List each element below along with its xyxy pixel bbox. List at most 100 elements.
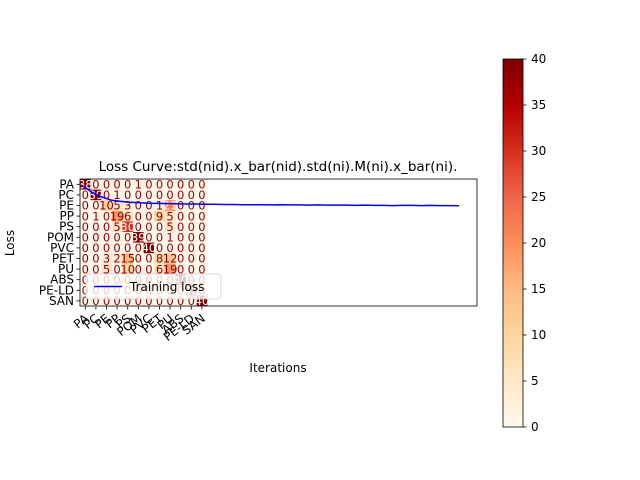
heatmap-cell-value: 1 <box>166 231 173 245</box>
heatmap-cell <box>122 210 134 222</box>
colorbar-tick-label: 40 <box>531 52 546 66</box>
heatmap-cell <box>143 263 155 275</box>
heatmap-cell-value: 0 <box>135 188 142 202</box>
heatmap-cell <box>111 253 123 265</box>
heatmap-cell-value: 0 <box>113 241 120 255</box>
axes-frame <box>79 178 478 307</box>
heatmap-cell <box>196 263 208 275</box>
heatmap-cell <box>101 200 113 212</box>
heatmap-cell <box>101 221 113 233</box>
heatmap-cell <box>101 253 113 265</box>
heatmap-cell-value: 30 <box>120 220 135 234</box>
heatmap-cell <box>143 242 155 254</box>
heatmap-cell-value: 0 <box>188 209 195 223</box>
heatmap-cell <box>101 263 113 275</box>
heatmap-cell <box>175 232 187 243</box>
heatmap-cell <box>164 295 176 306</box>
heatmap-cell-value: 0 <box>198 188 205 202</box>
heatmap-cell-value: 0 <box>156 188 163 202</box>
heatmap-cell <box>186 179 197 190</box>
heatmap-cell-value: 19 <box>163 262 178 276</box>
heatmap-cell-value: 0 <box>82 252 89 266</box>
heatmap-cell <box>90 263 102 275</box>
heatmap-cell <box>90 253 102 265</box>
heatmap-cell <box>143 232 155 243</box>
heatmap-cell-value: 0 <box>198 241 205 255</box>
heatmap-cell-value: 0 <box>124 294 131 308</box>
heatmap-cell-value: 0 <box>177 231 184 245</box>
heatmap-cell-value: 5 <box>166 209 173 223</box>
heatmap-cell <box>122 179 134 190</box>
heatmap-cell-value: 0 <box>156 220 163 234</box>
heatmap-cell <box>186 210 197 222</box>
heatmap-cell <box>111 189 123 201</box>
heatmap-cell-value: 0 <box>145 220 152 234</box>
heatmap-cell-value: 0 <box>135 252 142 266</box>
y-tick-label: ABS <box>50 273 74 287</box>
heatmap-cell-value: 0 <box>82 284 89 298</box>
heatmap-cell-value: 0 <box>113 294 120 308</box>
heatmap-cell-value: 0 <box>92 294 99 308</box>
heatmap-cell-value: 0 <box>124 188 131 202</box>
heatmap-cell <box>133 189 144 201</box>
heatmap-cell-value: 0 <box>135 199 142 213</box>
heatmap-cell <box>175 295 187 306</box>
heatmap-cell <box>122 263 134 275</box>
heatmap-cell <box>80 179 91 190</box>
heatmap-cell <box>164 210 176 222</box>
heatmap-cell <box>80 200 91 212</box>
heatmap-cell-value: 0 <box>82 188 89 202</box>
heatmap-cell <box>90 242 102 254</box>
training-loss-line <box>82 185 460 207</box>
colorbar <box>502 58 524 428</box>
heatmap-cell <box>122 189 134 201</box>
heatmap-cell <box>186 242 197 254</box>
legend: Training loss <box>85 273 222 300</box>
heatmap-cell-value: 0 <box>145 209 152 223</box>
heatmap-cell <box>175 263 187 275</box>
y-tick-label: PE <box>59 199 74 213</box>
y-tick-label: PET <box>52 252 75 266</box>
heatmap-cell-value: 0 <box>166 241 173 255</box>
heatmap-cell-value: 0 <box>145 231 152 245</box>
heatmap-cell-value: 0 <box>188 188 195 202</box>
heatmap-cell-value: 0 <box>103 178 110 192</box>
heatmap-cell <box>90 179 102 190</box>
heatmap-cell <box>122 200 134 212</box>
heatmap-cell-value: 0 <box>113 231 120 245</box>
heatmap-cell-value: 8 <box>156 252 163 266</box>
heatmap-cell-value: 0 <box>145 199 152 213</box>
heatmap-cell-value: 0 <box>135 294 142 308</box>
heatmap-cell <box>101 232 113 243</box>
x-axis-label: Iterations <box>249 361 306 375</box>
heatmap-cell-value: 0 <box>145 294 152 308</box>
heatmap-cell-value: 0 <box>198 231 205 245</box>
heatmap-cell-value: 0 <box>82 231 89 245</box>
heatmap-cell <box>154 263 166 275</box>
heatmap-cell-value: 9 <box>156 209 163 223</box>
heatmap-cell-value: 1 <box>156 199 163 213</box>
heatmap-cell <box>154 232 166 243</box>
heatmap-cell-value: 0 <box>198 209 205 223</box>
heatmap-cell-value: 0 <box>113 178 120 192</box>
heatmap-cell <box>111 263 123 275</box>
heatmap-cell <box>122 295 134 306</box>
heatmap-cell <box>175 242 187 254</box>
heatmap-cell <box>186 200 197 212</box>
heatmap-cell-value: 0 <box>156 231 163 245</box>
heatmap-cell-value: 0 <box>92 252 99 266</box>
heatmap-cell <box>80 253 91 265</box>
heatmap-cell-value: 0 <box>124 178 131 192</box>
heatmap-cell <box>111 200 123 212</box>
colorbar-ticks: 0 5 10 15 20 25 30 35 40 <box>523 52 546 434</box>
heatmap-cell-value: 0 <box>92 241 99 255</box>
heatmap-cell-value: 12 <box>163 252 178 266</box>
heatmap-cell <box>196 295 208 306</box>
heatmap-cell-value: 5 <box>113 199 120 213</box>
heatmap-cell <box>154 210 166 222</box>
chart-title: Loss Curve:std(nid).x_bar(nid).std(ni).M… <box>99 159 458 175</box>
heatmap-cell <box>175 253 187 265</box>
heatmap-cell <box>143 189 155 201</box>
heatmap-cell-value: 10 <box>120 262 135 276</box>
